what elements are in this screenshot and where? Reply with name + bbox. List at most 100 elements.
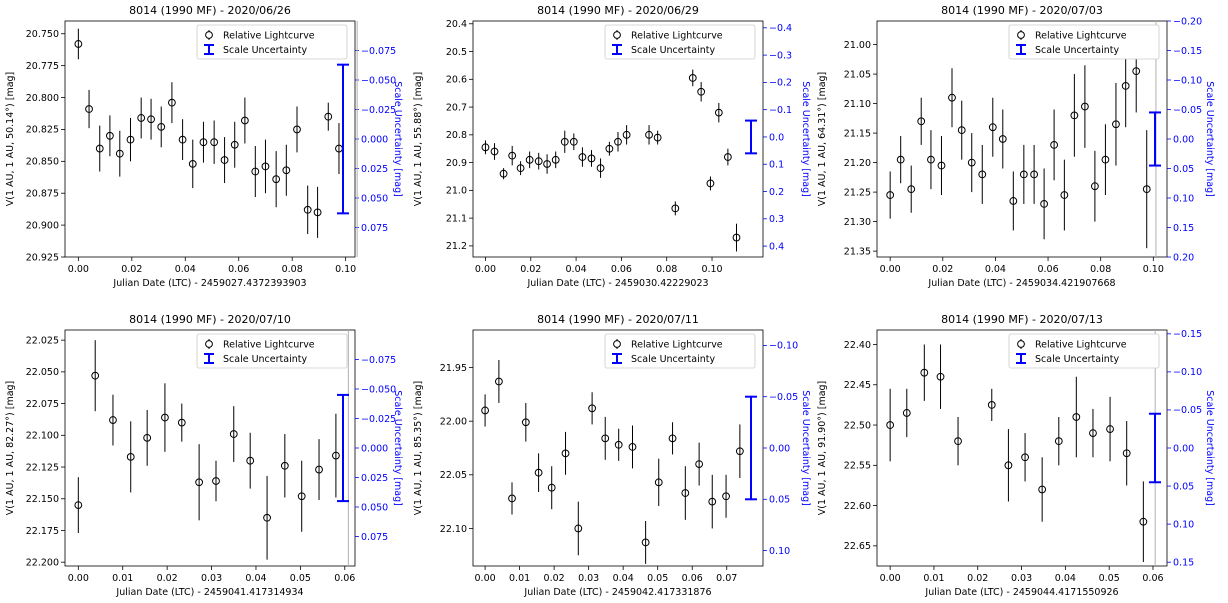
data-point [614, 440, 623, 449]
data-point [920, 368, 929, 377]
y-tick-label: 22.050 [26, 367, 59, 378]
y2-tick-label: −0.05 [1173, 405, 1202, 416]
x-tick-label: 0.04 [245, 573, 266, 584]
chart-title: 8014 (1990 MF) - 2020/07/11 [537, 313, 699, 326]
x-tick-label: 0.03 [201, 573, 222, 584]
y-axis-label: V(1 AU, 1 AU, 85.35°) [mag] [413, 381, 424, 516]
data-point [917, 117, 926, 126]
y-tick-label: 20.5 [446, 47, 467, 58]
y-tick-label: 20.900 [26, 220, 59, 231]
data-point [178, 135, 187, 144]
legend-label-curve: Relative Lightcurve [631, 31, 723, 42]
data-point [143, 433, 152, 442]
legend-label-scale: Scale Uncertainty [631, 45, 715, 56]
x-tick-label: 0.04 [1055, 573, 1076, 584]
x-tick-label: 0.05 [290, 573, 311, 584]
data-point [1060, 191, 1069, 199]
y-tick-label: 21.1 [446, 213, 467, 224]
legend-box [196, 333, 348, 369]
y-tick-label: 22.65 [844, 541, 871, 552]
legend: Relative Lightcurve Scale Uncertainty [196, 24, 348, 60]
y2-axis-label: Scale Uncertainty [mag] [392, 390, 403, 506]
data-point [332, 451, 340, 460]
y2-tick-label: 0.00 [1173, 443, 1194, 454]
x-tick-label: 0.01 [509, 573, 530, 584]
y2-tick-label: 0.050 [361, 502, 388, 513]
y-tick-label: 20.875 [26, 189, 59, 200]
y2-tick-label: 0.00 [1173, 134, 1194, 145]
y-tick-label: 22.200 [26, 557, 59, 568]
data-point [695, 460, 704, 468]
data-point [324, 112, 333, 121]
data-point [645, 130, 653, 139]
x-tick-label: 0.01 [112, 573, 133, 584]
y2-tick-label: 0.10 [1173, 193, 1194, 204]
y2-tick-label: 0.00 [769, 443, 790, 454]
data-point [569, 137, 578, 146]
data-point [494, 377, 503, 386]
y2-tick-label: −0.20 [1173, 16, 1202, 27]
y2-tick-label: −0.050 [361, 384, 396, 395]
y2-tick-label: 0.10 [1173, 519, 1194, 530]
data-point [588, 404, 597, 413]
data-point [137, 114, 146, 122]
data-point [697, 87, 706, 96]
y2-tick-label: 0.075 [361, 223, 388, 234]
data-point [578, 153, 587, 161]
x-axis-label: Julian Date (LTC) - 2459041.417314934 [115, 587, 303, 598]
data-point [706, 179, 715, 188]
y2-axis-label: Scale Uncertainty [mag] [392, 81, 403, 197]
data-point [195, 478, 204, 487]
x-tick-label: 0.02 [121, 264, 142, 275]
x-tick-label: 0.08 [282, 264, 303, 275]
y2-tick-label: −0.050 [361, 75, 396, 86]
legend: Relative Lightcurve Scale Uncertainty [1008, 24, 1160, 60]
data-point [574, 524, 583, 533]
data-point [313, 208, 322, 217]
x-axis-label: Julian Date (LTC) - 2459030.42229023 [526, 278, 708, 289]
data-point [91, 371, 100, 380]
data-point [954, 437, 962, 446]
plot-frame [472, 20, 764, 258]
data-point [516, 164, 525, 173]
data-point [74, 40, 83, 48]
data-point [74, 501, 83, 509]
legend-label-scale: Scale Uncertainty [1035, 45, 1119, 56]
y-tick-label: 21.35 [844, 246, 871, 257]
data-point [628, 443, 637, 451]
data-point [251, 167, 260, 176]
data-point [293, 125, 301, 134]
chart-panel: 8014 (1990 MF) - 2020/06/29 0.00 0.02 0.04 0… [413, 4, 811, 289]
x-axis-label: Julian Date (LTC) - 2459044.4171550926 [924, 587, 1118, 598]
data-point [85, 105, 93, 113]
x-tick-label: 0.06 [682, 573, 703, 584]
y2-tick-label: −0.10 [1173, 367, 1202, 378]
y-tick-label: 21.15 [844, 128, 871, 139]
data-point [937, 161, 946, 170]
y-tick-label: 20.7 [446, 102, 467, 113]
legend-box [1008, 333, 1160, 369]
x-axis-label: Julian Date (LTC) - 2459034.421907668 [927, 278, 1115, 289]
data-point [210, 138, 219, 147]
legend: Relative Lightcurve Scale Uncertainty [196, 333, 348, 369]
x-tick-label: 0.03 [1011, 573, 1032, 584]
y-tick-label: 21.20 [844, 158, 871, 169]
data-point [1121, 82, 1130, 90]
legend-box [1008, 24, 1160, 60]
data-point [508, 151, 517, 160]
chart-panel: 8014 (1990 MF) - 2020/07/10 0.00 0.01 0.02 0… [5, 313, 403, 598]
x-tick-label: 0.07 [716, 573, 737, 584]
x-axis-label: Julian Date (LTC) - 2459027.4372393903 [112, 278, 306, 289]
y-axis-label: V(1 AU, 1 AU, 55.88°) [mag] [413, 72, 424, 207]
y2-tick-label: −0.15 [1173, 329, 1202, 340]
data-point [246, 456, 255, 465]
y2-tick-label: −0.05 [769, 392, 798, 403]
data-point [708, 497, 717, 506]
chart-title: 8014 (1990 MF) - 2020/07/03 [941, 4, 1103, 17]
y2-tick-label: −0.10 [1173, 75, 1202, 86]
legend-marker-point [205, 31, 213, 39]
y-tick-label: 20.9 [446, 158, 467, 169]
x-tick-label: 0.00 [475, 573, 496, 584]
data-point [1040, 200, 1049, 208]
